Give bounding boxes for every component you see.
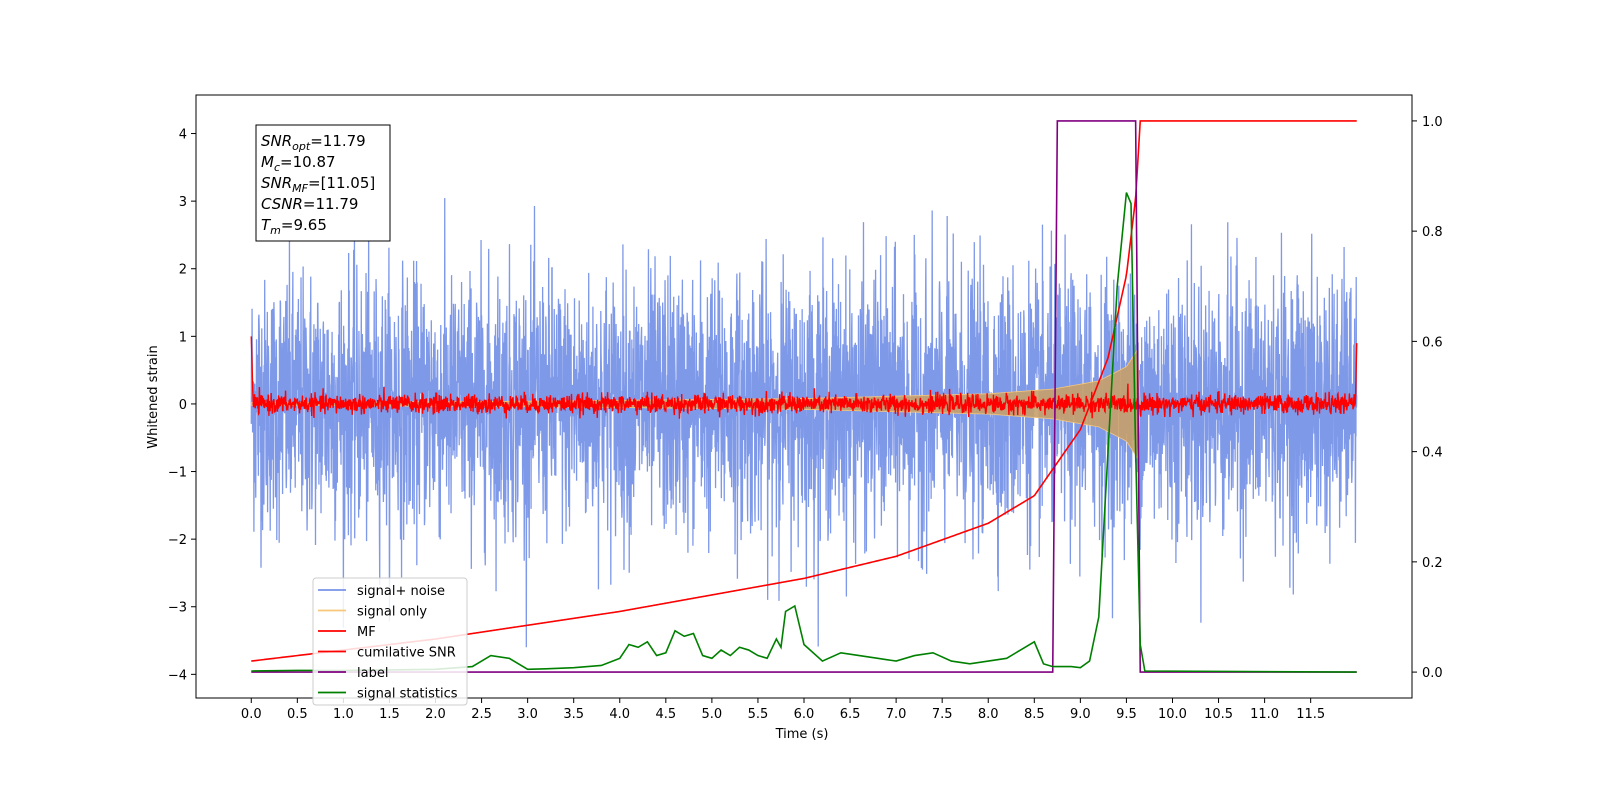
y-left-tick-label: 3 [179,195,187,210]
legend-entry: label [357,666,388,681]
legend-entry: signal only [357,605,427,620]
x-tick-label: 6.5 [840,707,861,722]
x-tick-label: 1.0 [333,707,354,722]
legend: signal+ noise signal only MF cumilative SNR… [312,577,468,706]
stats-annotation-box: SNRopt=11.79Mc=10.87SNRMF=[11.05]CSNR=11… [255,124,391,242]
y-left-tick-label: −4 [168,668,187,683]
y-axis-left: 4 3 2 1 0 −1 −2 −3 −4 [168,128,196,683]
y-right-tick-label: 0.2 [1422,556,1443,571]
y-left-tick-label: −1 [168,466,187,481]
annotation-frame [255,124,391,242]
x-tick-label: 10.5 [1204,707,1233,722]
x-tick-label: 9.0 [1070,707,1091,722]
y-axis-label: Whitened strain [146,345,161,448]
x-axis: 0.0 0.5 1.0 1.5 2.0 2.5 3.0 3.5 4.0 4.5 5.0 5.5 6.0 6… [241,698,1325,722]
x-tick-label: 9.5 [1116,707,1137,722]
legend-entry: signal+ noise [357,584,445,599]
y-axis-right: 1.0 0.8 0.6 0.4 0.2 0.0 [1412,115,1443,681]
x-tick-label: 11.0 [1250,707,1279,722]
legend-frame [312,577,468,706]
x-tick-label: 4.0 [609,707,630,722]
x-tick-label: 7.0 [886,707,907,722]
y-left-tick-label: 0 [179,398,187,413]
x-tick-label: 6.0 [794,707,815,722]
y-left-tick-label: 4 [179,128,187,143]
series-layer [250,120,1358,673]
series-mf [250,336,1358,419]
y-left-tick-label: −3 [168,601,187,616]
legend-entry: signal statistics [357,687,458,702]
x-tick-label: 0.5 [287,707,308,722]
annotation-line: SNRopt=11.79 [261,132,366,153]
y-left-tick-label: −2 [168,533,187,548]
x-tick-label: 5.0 [702,707,723,722]
annotation-line: Mc=10.87 [261,153,336,174]
x-axis-label: Time (s) [775,727,829,742]
x-tick-label: 1.5 [379,707,400,722]
legend-entry: MF [357,625,376,640]
x-tick-label: 2.5 [471,707,492,722]
series-label [251,120,1357,673]
annotation-line: CSNR=11.79 [261,195,358,213]
y-right-tick-label: 1.0 [1422,115,1443,130]
y-left-tick-label: 1 [179,330,187,345]
y-right-tick-label: 0.4 [1422,446,1443,461]
annotation-line: Tm=9.65 [261,216,327,237]
x-tick-label: 3.5 [563,707,584,722]
x-tick-label: 0.0 [241,707,262,722]
series-signal-statistics [251,192,1357,673]
x-tick-label: 10.0 [1158,707,1187,722]
x-tick-label: 3.0 [517,707,538,722]
x-tick-label: 4.5 [655,707,676,722]
x-tick-label: 5.5 [748,707,769,722]
x-tick-label: 8.0 [978,707,999,722]
series-signal-noise [250,198,1358,648]
y-right-tick-label: 0.8 [1422,225,1443,240]
x-tick-label: 11.5 [1296,707,1325,722]
annotation-line: SNRMF=[11.05] [261,174,375,195]
x-tick-label: 2.0 [425,707,446,722]
x-tick-label: 7.5 [932,707,953,722]
legend-entry: cumilative SNR [357,646,456,661]
y-right-tick-label: 0.6 [1422,335,1443,350]
x-tick-label: 8.5 [1024,707,1045,722]
y-left-tick-label: 2 [179,263,187,278]
y-right-tick-label: 0.0 [1422,666,1443,681]
